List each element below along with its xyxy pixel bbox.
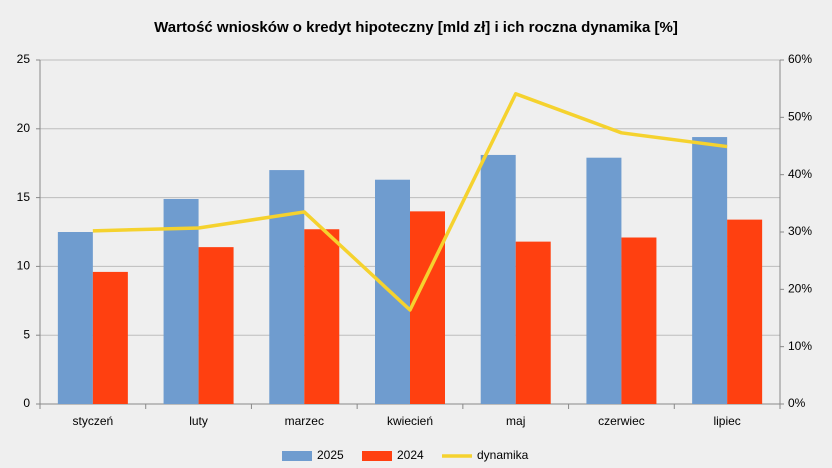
bar: [57, 232, 93, 404]
bar: [515, 241, 551, 404]
line: [92, 92, 728, 312]
x-tick-label: styczeń: [73, 414, 114, 428]
y2-tick-label: 60%: [788, 52, 812, 66]
x-tick-label: luty: [189, 414, 208, 428]
bar: [586, 157, 622, 404]
bar: [692, 137, 728, 404]
y-tick-label: 0: [23, 396, 30, 410]
y2-tick-label: 30%: [788, 224, 812, 238]
x-tick-label: maj: [506, 414, 525, 428]
bar: [727, 219, 763, 404]
legend-label: 2024: [397, 448, 424, 462]
bar: [163, 198, 199, 404]
y2-tick-label: 50%: [788, 110, 812, 124]
bar: [198, 247, 234, 404]
bar: [410, 211, 445, 404]
y2-tick-label: 20%: [788, 282, 812, 296]
y-tick-label: 10: [17, 259, 31, 273]
y2-tick-label: 0%: [788, 396, 806, 410]
y2-tick-label: 10%: [788, 339, 812, 353]
x-tick-label: kwiecień: [387, 414, 433, 428]
chart-title: Wartość wniosków o kredyt hipoteczny [ml…: [154, 19, 678, 36]
y-tick-label: 25: [17, 52, 31, 66]
legend-label: 2025: [317, 448, 344, 462]
legend-label: dynamika: [477, 448, 529, 462]
y-tick-label: 5: [23, 327, 30, 341]
bar: [480, 154, 516, 404]
x-tick-label: czerwiec: [598, 414, 645, 428]
bar: [304, 229, 340, 404]
y-tick-label: 15: [17, 190, 31, 204]
legend-swatch: [282, 451, 312, 461]
x-tick-label: marzec: [285, 414, 324, 428]
legend-swatch: [362, 451, 392, 461]
x-tick-label: lipiec: [713, 414, 740, 428]
y2-tick-label: 40%: [788, 167, 812, 181]
bar: [92, 271, 128, 404]
y-tick-label: 20: [17, 121, 31, 135]
bar: [621, 237, 657, 404]
bar: [269, 170, 305, 404]
